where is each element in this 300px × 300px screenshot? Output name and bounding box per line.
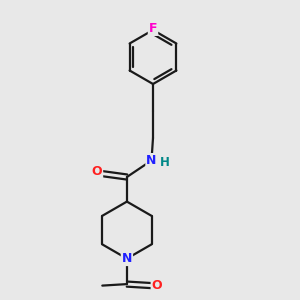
Text: O: O: [152, 279, 162, 292]
Text: F: F: [149, 22, 157, 35]
Text: H: H: [160, 155, 170, 169]
Text: O: O: [92, 165, 102, 178]
Text: N: N: [122, 252, 132, 265]
Text: N: N: [146, 154, 157, 167]
